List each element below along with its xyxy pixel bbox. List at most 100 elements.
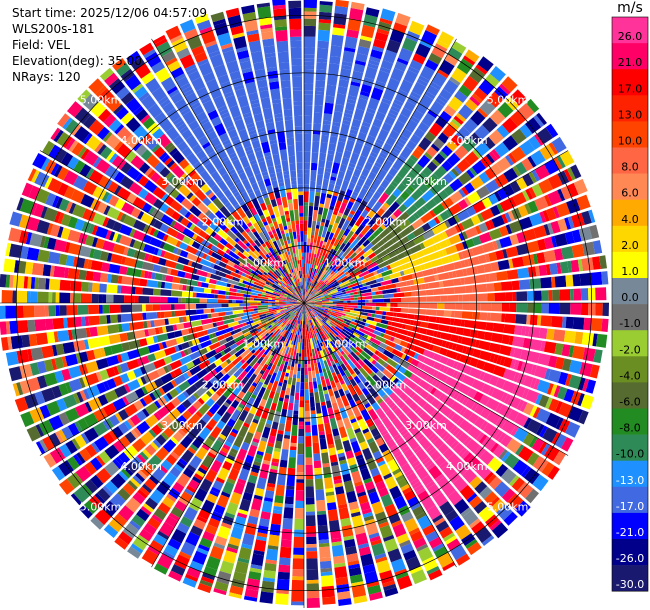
ppi-bin	[264, 299, 269, 302]
ppi-bin	[545, 397, 553, 410]
ppi-bin	[415, 250, 425, 259]
ppi-bin	[310, 297, 318, 301]
ppi-bin	[438, 347, 448, 356]
ppi-bin	[582, 378, 590, 392]
ppi-bin	[117, 314, 122, 323]
ppi-bin	[367, 313, 372, 317]
ppi-bin	[490, 261, 500, 272]
ppi-bin	[463, 452, 473, 462]
ppi-bin	[356, 235, 362, 241]
ppi-bin	[307, 303, 318, 308]
ppi-bin	[546, 328, 555, 341]
ppi-bin	[450, 137, 461, 147]
ppi-bin	[172, 276, 181, 284]
ppi-bin	[374, 161, 382, 169]
ppi-bin	[304, 299, 315, 303]
ppi-bin	[336, 324, 344, 331]
ppi-bin	[363, 334, 369, 339]
ppi-bin	[368, 59, 380, 66]
ppi-bin	[313, 281, 319, 289]
ppi-bin	[310, 414, 317, 426]
ppi-bin	[276, 197, 283, 206]
ppi-bin	[59, 305, 67, 316]
ppi-bin	[320, 222, 325, 227]
ppi-bin	[401, 353, 407, 360]
ppi-bin	[553, 385, 561, 398]
ppi-bin	[454, 286, 466, 294]
ppi-bin	[314, 105, 323, 114]
ppi-bin	[217, 294, 226, 299]
ppi-bin	[338, 137, 347, 143]
ppi-bin	[339, 163, 348, 173]
ppi-bin	[373, 248, 382, 256]
ppi-bin	[239, 303, 251, 307]
ppi-bin	[418, 309, 427, 315]
ppi-bin	[547, 190, 562, 206]
ppi-bin	[317, 166, 325, 175]
ppi-bin	[570, 303, 582, 315]
ppi-bin	[442, 448, 455, 460]
ppi-bin	[330, 395, 337, 404]
ppi-bin	[408, 303, 420, 308]
ppi-bin	[337, 286, 349, 292]
ppi-bin	[183, 322, 192, 329]
ppi-bin	[372, 38, 387, 49]
ppi-bin	[436, 402, 444, 411]
ppi-bin	[317, 308, 325, 312]
ppi-bin	[391, 237, 397, 244]
ppi-bin	[309, 271, 314, 283]
ppi-bin	[518, 103, 535, 120]
ppi-bin	[342, 291, 347, 295]
ppi-bin	[199, 298, 207, 303]
ppi-bin	[479, 420, 489, 431]
ppi-bin	[271, 180, 279, 189]
ppi-bin	[419, 303, 430, 309]
ppi-bin	[460, 449, 470, 460]
ppi-bin	[325, 260, 334, 271]
ppi-bin	[305, 497, 315, 505]
ppi-bin	[326, 243, 333, 255]
ppi-bin	[298, 353, 302, 357]
ppi-bin	[331, 311, 339, 316]
ppi-bin	[540, 340, 546, 352]
ppi-bin	[326, 286, 337, 293]
ppi-bin	[145, 304, 153, 312]
ppi-bin	[304, 346, 307, 357]
ppi-bin	[308, 286, 312, 294]
ppi-bin	[474, 339, 481, 348]
ppi-bin	[345, 139, 355, 152]
ppi-bin	[441, 418, 450, 427]
ppi-bin	[312, 308, 323, 316]
ppi-bin	[26, 247, 40, 261]
ppi-bin	[321, 244, 326, 249]
ppi-bin	[469, 70, 484, 84]
ppi-bin	[332, 27, 345, 36]
ppi-bin	[321, 452, 330, 464]
ppi-bin	[455, 126, 471, 142]
ppi-bin	[304, 72, 314, 84]
ppi-bin	[310, 293, 320, 300]
ppi-bin	[331, 465, 341, 477]
ppi-bin	[322, 596, 336, 605]
ppi-bin	[313, 123, 322, 131]
ppi-bin	[532, 474, 549, 492]
ppi-bin	[358, 353, 366, 361]
ppi-bin	[250, 303, 258, 306]
ppi-bin	[458, 251, 464, 260]
ppi-bin	[461, 186, 469, 196]
ppi-bin	[596, 333, 608, 348]
ppi-bin	[344, 47, 356, 53]
ppi-bin	[447, 96, 463, 112]
ppi-bin	[321, 286, 328, 292]
ppi-bin	[426, 84, 440, 97]
ppi-bin	[314, 312, 318, 316]
ppi-bin	[455, 393, 463, 402]
ppi-bin	[392, 147, 401, 155]
ppi-bin	[474, 321, 487, 330]
ppi-bin	[486, 283, 495, 292]
ppi-bin	[330, 288, 338, 293]
ppi-bin	[341, 289, 346, 293]
ppi-bin	[306, 245, 310, 253]
ppi-bin	[439, 364, 446, 372]
ppi-bin	[385, 345, 394, 353]
